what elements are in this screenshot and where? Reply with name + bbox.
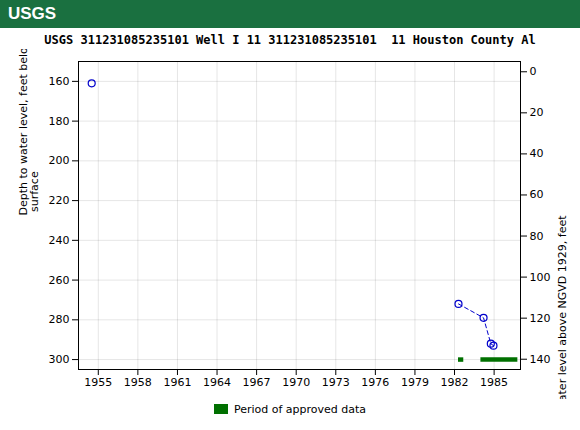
html-text:USGS 311231085235101 Well I 11: USGS 311231085235101 Well I 11 311231085… — [44, 33, 536, 47]
svg-text:1982: 1982 — [441, 376, 469, 389]
svg-text:120: 120 — [530, 312, 551, 325]
svg-text:1970: 1970 — [282, 376, 310, 389]
svg-text:40: 40 — [530, 147, 544, 160]
svg-text:1964: 1964 — [203, 376, 231, 389]
svg-text:240: 240 — [49, 234, 70, 247]
svg-text:60: 60 — [530, 188, 544, 201]
svg-text:220: 220 — [49, 194, 70, 207]
svg-text:Groundwater level above NGVD 1: Groundwater level above NGVD 1929, feet — [556, 215, 569, 399]
svg-text:0: 0 — [530, 65, 537, 78]
html-text:USGS: USGS — [8, 4, 57, 23]
svg-text:300: 300 — [49, 353, 70, 366]
svg-text:1976: 1976 — [361, 376, 389, 389]
svg-text:1985: 1985 — [480, 376, 508, 389]
svg-text:1979: 1979 — [401, 376, 429, 389]
svg-text:100: 100 — [530, 271, 551, 284]
svg-text:160: 160 — [49, 75, 70, 88]
html-text:Period of approved data: Period of approved data — [233, 402, 367, 416]
svg-text:280: 280 — [49, 313, 70, 326]
svg-text:140: 140 — [530, 353, 551, 366]
svg-text:20: 20 — [530, 106, 544, 119]
svg-text:1967: 1967 — [243, 376, 271, 389]
svg-text:180: 180 — [49, 115, 70, 128]
svg-text:1955: 1955 — [84, 376, 112, 389]
svg-text:1973: 1973 — [322, 376, 350, 389]
svg-text:260: 260 — [49, 274, 70, 287]
svg-text:1961: 1961 — [163, 376, 191, 389]
svg-text:80: 80 — [530, 230, 544, 243]
svg-text:Depth to water level, feet bel: Depth to water level, feet below land su… — [17, 49, 41, 216]
svg-text:1958: 1958 — [124, 376, 152, 389]
svg-text:200: 200 — [49, 154, 70, 167]
